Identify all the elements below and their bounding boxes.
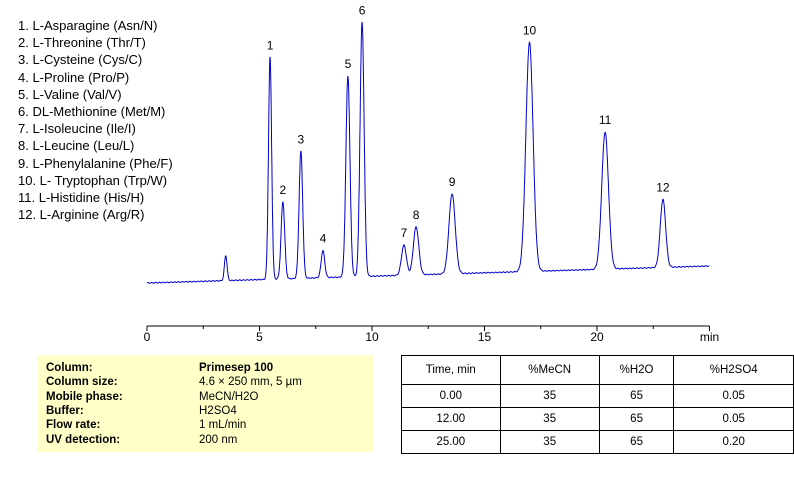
chromatogram-trace bbox=[146, 22, 710, 284]
peak-label: 3 bbox=[298, 132, 305, 146]
peak-label: 2 bbox=[280, 183, 287, 197]
legend-item: 7. L-Isoleucine (Ile/I) bbox=[18, 121, 136, 137]
table-cell: 35 bbox=[499, 407, 600, 431]
condition-key: Flow rate: bbox=[46, 419, 101, 432]
table-row: 25.00 35 65 0.20 bbox=[401, 430, 794, 454]
conditions-box: Column: Primesep 100 Column size: 4.6 × 250… bbox=[37, 355, 373, 452]
table-cell: 0.05 bbox=[673, 384, 794, 408]
condition-key: Column: bbox=[46, 362, 93, 374]
table-cell: 0.05 bbox=[673, 407, 794, 431]
legend-item: 2. L-Threonine (Thr/T) bbox=[18, 35, 146, 51]
peak-label: 7 bbox=[401, 226, 408, 240]
x-tick-label: 20 bbox=[590, 330, 604, 344]
legend: 1. L-Asparagine (Asn/N) 2. L-Threonine (T… bbox=[18, 17, 173, 223]
condition-key: Buffer: bbox=[46, 404, 84, 417]
condition-value: MeCN/H2O bbox=[199, 390, 259, 403]
peak-label: 5 bbox=[345, 57, 352, 71]
table-row: 12.00 35 65 0.05 bbox=[401, 407, 794, 431]
x-tick-label: 5 bbox=[256, 330, 263, 344]
gradient-table: Time, min %MeCN %H2O %H2SO4 0.00 35 65 0.05 12.0… bbox=[401, 355, 794, 454]
table-cell: 25.00 bbox=[401, 430, 501, 454]
condition-value: 200 nm bbox=[199, 433, 238, 446]
header-cell: %H2SO4 bbox=[673, 355, 794, 385]
condition-value: Primesep 100 bbox=[199, 362, 274, 374]
table-cell: 35 bbox=[499, 384, 600, 408]
header-cell: %H2O bbox=[598, 355, 675, 385]
legend-item: 4. L-Proline (Pro/P) bbox=[18, 69, 130, 85]
condition-value: 4.6 × 250 mm, 5 µm bbox=[199, 376, 302, 389]
peak-label: 1 bbox=[267, 38, 274, 52]
legend-item: 3. L-Cysteine (Cys/C) bbox=[18, 52, 143, 68]
condition-value: 1 mL/min bbox=[199, 419, 247, 432]
legend-item: 9. L-Phenylalanine (Phe/F) bbox=[18, 155, 173, 171]
table-header: Time, min %MeCN %H2O %H2SO4 bbox=[401, 355, 794, 385]
table-cell: 0.00 bbox=[401, 384, 501, 408]
legend-item: 5. L-Valine (Val/V) bbox=[18, 86, 122, 102]
peak-label: 12 bbox=[656, 180, 670, 194]
peak-label: 8 bbox=[413, 208, 420, 222]
table-cell: 12.00 bbox=[401, 407, 501, 431]
legend-item: 10. L- Tryptophan (Trp/W) bbox=[18, 172, 168, 188]
peak-label: 10 bbox=[523, 23, 537, 37]
table-cell: 65 bbox=[598, 384, 675, 408]
table-row: 0.00 35 65 0.05 bbox=[401, 384, 794, 408]
table-cell: 0.20 bbox=[673, 430, 794, 454]
header-cell: Time, min bbox=[401, 355, 501, 385]
condition-value: H2SO4 bbox=[199, 404, 237, 417]
header-cell: %MeCN bbox=[499, 355, 600, 385]
table-cell: 35 bbox=[499, 430, 600, 454]
legend-item: 12. L-Arginine (Arg/R) bbox=[18, 207, 145, 223]
table-cell: 65 bbox=[598, 407, 675, 431]
legend-item: 8. L-Leucine (Leu/L) bbox=[18, 138, 135, 154]
condition-key: Column size: bbox=[46, 376, 118, 389]
legend-item: 6. DL-Methionine (Met/M) bbox=[18, 104, 166, 120]
x-axis-label: min bbox=[700, 330, 719, 344]
legend-item: 11. L-Histidine (His/H) bbox=[18, 190, 145, 206]
peak-label: 6 bbox=[359, 3, 366, 17]
x-tick-label: 10 bbox=[365, 330, 379, 344]
table-cell: 65 bbox=[598, 430, 675, 454]
legend-item: 1. L-Asparagine (Asn/N) bbox=[18, 18, 158, 33]
peak-label: 9 bbox=[449, 175, 456, 189]
x-tick-label: 15 bbox=[478, 330, 492, 344]
condition-key: Mobile phase: bbox=[46, 390, 123, 403]
condition-key: UV detection: bbox=[46, 433, 121, 446]
peak-label: 4 bbox=[320, 232, 327, 246]
x-tick-label: 0 bbox=[144, 330, 151, 344]
peak-label: 11 bbox=[599, 113, 612, 127]
